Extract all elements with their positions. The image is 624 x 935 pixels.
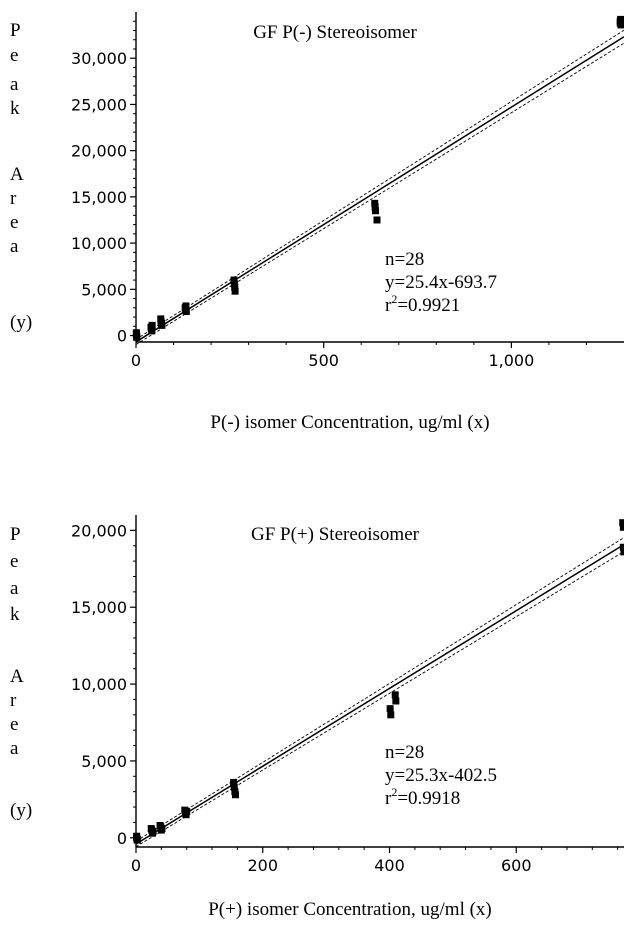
chart2-data-point xyxy=(619,519,624,527)
chart2-y-axis-label-char: A xyxy=(10,666,24,687)
chart2-title: GF P(+) Stereoisomer xyxy=(251,524,420,545)
chart1-data-point xyxy=(231,283,239,291)
chart1-data-point xyxy=(230,280,238,288)
chart1-data-point xyxy=(230,276,238,284)
chart2-y-axis-label-char: k xyxy=(10,604,20,625)
chart2-y-tick-label: 15,000 xyxy=(71,598,127,617)
chart2-data-point xyxy=(230,778,238,786)
chart1-x-axis-label: P(-) isomer Concentration, ug/ml (x) xyxy=(210,412,489,433)
chart2-regression-line xyxy=(135,543,624,845)
chart2-x-tick-label: 400 xyxy=(374,856,405,875)
chart1-data-point xyxy=(133,333,141,341)
chart2-lower-confidence-line xyxy=(135,551,624,848)
chart2-data-point xyxy=(619,523,624,531)
chart2-y-axis-label-char: (y) xyxy=(10,800,32,821)
chart1-title: GF P(-) Stereoisomer xyxy=(253,22,417,43)
chart1-lower-confidence-line xyxy=(135,42,624,345)
chart1-data-point xyxy=(373,216,381,224)
chart2-x-tick-label: 200 xyxy=(247,856,278,875)
chart1-data-point xyxy=(158,321,166,329)
chart2-x-tick-label: 600 xyxy=(501,856,532,875)
chart1-y-tick-label: 30,000 xyxy=(71,49,127,68)
chart1-y-axis-label-char: P xyxy=(10,20,21,41)
chart2-x-tick-label: 0 xyxy=(131,856,141,875)
chart2-y-tick-label: 10,000 xyxy=(71,675,127,694)
chart1-y-tick-label: 5,000 xyxy=(81,280,127,299)
chart1-equation-label: y=25.4x-693.7 xyxy=(385,272,497,293)
chart2-y-axis-label-char: r xyxy=(10,690,17,711)
chart1-n-label: n=28 xyxy=(385,249,424,270)
chart1-y-tick-label: 25,000 xyxy=(71,95,127,114)
chart2-y-tick-label: 20,000 xyxy=(71,521,127,540)
chart1-x-tick-label: 0 xyxy=(131,351,141,370)
chart2-data-point xyxy=(391,691,399,699)
chart2-y-axis-label-char: a xyxy=(10,578,19,599)
chart1-y-axis-label-char: e xyxy=(10,45,18,66)
chart2-y-axis-label-char: e xyxy=(10,714,18,735)
chart2-data-point xyxy=(620,548,624,556)
chart2-data-point xyxy=(392,697,400,705)
chart1-y-tick-label: 0 xyxy=(117,327,127,346)
chart2-data-point xyxy=(387,711,395,719)
chart2-y-axis-label-char: a xyxy=(10,738,19,759)
chart1-data-point xyxy=(182,302,190,310)
chart1-data-point xyxy=(182,307,190,315)
chart1-data-point xyxy=(617,15,624,23)
chart2-x-axis-label: P(+) isomer Concentration, ug/ml (x) xyxy=(208,899,492,920)
chart1-x-tick-label: 1,000 xyxy=(488,351,534,370)
chart1-data-point xyxy=(371,199,379,207)
chart1-data-point xyxy=(148,321,156,329)
chart2-data-point xyxy=(619,543,624,551)
chart2-equation-label: y=25.3x-402.5 xyxy=(385,765,497,786)
chart2-y-tick-label: 5,000 xyxy=(81,752,127,771)
chart1-r-squared-label: r2=0.9921 xyxy=(385,292,460,316)
chart1-y-axis-label-char: a xyxy=(10,74,19,95)
chart1-upper-confidence-line xyxy=(135,29,624,340)
chart1-y-axis-label-char: (y) xyxy=(10,312,32,333)
chart1-data-point xyxy=(371,203,379,211)
chart1-y-tick-label: 10,000 xyxy=(71,234,127,253)
chart1-y-axis-label-char: a xyxy=(10,236,19,257)
chart2-n-label: n=28 xyxy=(385,742,424,763)
chart1-data-point xyxy=(617,21,624,29)
chart2-data-point xyxy=(230,783,238,791)
chart2-data-point xyxy=(232,791,240,799)
chart1-y-tick-label: 15,000 xyxy=(71,188,127,207)
chart1-x-tick-label: 500 xyxy=(308,351,339,370)
chart1-y-axis-label-char: e xyxy=(10,212,18,233)
chart1-y-axis-label-char: A xyxy=(10,164,24,185)
chart1-y-tick-label: 20,000 xyxy=(71,142,127,161)
chart1-data-point xyxy=(371,207,379,215)
chart2-upper-confidence-line xyxy=(135,537,624,842)
chart1-data-point xyxy=(148,327,156,335)
chart1-regression-line xyxy=(135,36,624,343)
chart2-data-point xyxy=(149,828,157,836)
chart2-y-tick-label: 0 xyxy=(117,829,127,848)
chart2-r-squared-label: r2=0.9918 xyxy=(385,785,460,809)
chart2-data-point xyxy=(133,836,141,844)
chart1-y-axis-label-char: k xyxy=(10,98,20,119)
chart1-y-axis-label-char: r xyxy=(10,188,17,209)
chart2-y-axis-label-char: e xyxy=(10,551,18,572)
chart1-data-point xyxy=(231,287,239,295)
chart2-data-point xyxy=(183,808,191,816)
chart2-data-point xyxy=(386,705,394,713)
chart2-y-axis-label-char: P xyxy=(10,524,21,545)
chart2-data-point xyxy=(158,825,166,833)
